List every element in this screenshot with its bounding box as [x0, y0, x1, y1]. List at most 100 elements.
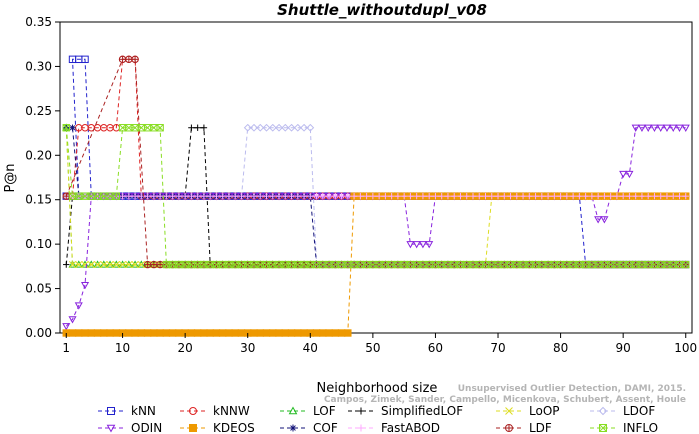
point-fastabod	[163, 192, 170, 200]
x-tick-label: 40	[303, 341, 318, 355]
point-fastabod	[576, 192, 583, 200]
point-fastabod	[188, 192, 195, 200]
point-inflo	[156, 124, 164, 132]
point-loop	[81, 261, 89, 269]
point-fastabod	[375, 192, 383, 200]
point-fastabod	[538, 192, 546, 200]
point-fastabod	[419, 192, 427, 200]
point-inflo	[431, 260, 440, 269]
point-inflo	[481, 260, 490, 269]
legend-marker	[357, 407, 365, 415]
legend-label: LOF	[313, 404, 336, 418]
point-odin	[675, 124, 684, 132]
point-lof	[68, 260, 77, 268]
point-loop	[119, 261, 127, 269]
point-fastabod	[513, 192, 520, 200]
point-odin	[80, 281, 90, 290]
legend-label: LDOF	[623, 404, 655, 418]
point-loop	[87, 261, 95, 269]
point-cof	[69, 124, 76, 131]
point-inflo	[262, 260, 271, 269]
y-axis-label: P@n	[3, 163, 18, 192]
y-tick-label: 0.20	[25, 148, 52, 162]
point-fastabod	[425, 192, 433, 200]
point-fastabod	[663, 192, 671, 200]
series-inflo	[62, 124, 690, 269]
y-tick-label: 0.10	[25, 237, 52, 251]
point-kdeos	[331, 329, 340, 337]
legend-marker	[107, 407, 115, 415]
point-fastabod	[213, 192, 220, 200]
point-fastabod	[482, 192, 489, 200]
point-odin	[681, 124, 690, 132]
point-fastabod	[613, 192, 621, 200]
legend-item-ldof: LDOF	[590, 404, 655, 418]
series-line-knn	[66, 58, 686, 266]
point-inflo	[682, 260, 690, 269]
point-fastabod	[269, 192, 276, 200]
point-odin	[662, 124, 672, 132]
point-kdeos	[337, 329, 346, 337]
point-fastabod	[601, 192, 608, 200]
point-kdeos	[294, 329, 302, 337]
point-kdeos	[250, 329, 258, 337]
point-odin	[594, 216, 603, 224]
legend-label: kNNW	[213, 404, 250, 418]
point-inflo	[112, 192, 121, 200]
point-odin	[619, 170, 628, 179]
chart-title: Shuttle_withoutdupl_v08	[277, 1, 487, 19]
point-fastabod	[607, 192, 614, 200]
x-tick-label: 30	[240, 341, 255, 355]
y-tick-label: 0.15	[25, 193, 52, 207]
legend-marker	[189, 407, 197, 415]
point-fastabod	[232, 192, 239, 200]
point-kdeos	[300, 329, 308, 337]
point-odin	[412, 241, 421, 249]
legend-item-simplifiedlof: SimplifiedLOF	[348, 404, 463, 418]
point-fastabod	[382, 192, 389, 200]
point-inflo	[62, 124, 70, 132]
point-kdeos	[262, 329, 271, 337]
point-fastabod	[676, 192, 683, 200]
point-fastabod	[463, 192, 470, 200]
point-ldf	[156, 260, 164, 269]
point-ldof	[268, 123, 277, 132]
point-ldof	[293, 123, 302, 132]
point-kdeos	[200, 329, 208, 337]
y-tick-label: 0.35	[25, 15, 52, 29]
point-kdeos	[156, 329, 164, 337]
point-inflo	[150, 124, 158, 132]
point-fastabod	[363, 192, 370, 200]
point-kdeos	[237, 329, 246, 337]
point-fastabod	[494, 192, 502, 200]
point-kdeos	[344, 329, 352, 337]
point-fastabod	[225, 192, 233, 200]
x-tick-label: 90	[616, 341, 631, 355]
point-kdeos	[218, 329, 227, 337]
point-kdeos	[93, 329, 102, 337]
point-kdeos	[87, 329, 95, 337]
point-fastabod	[526, 192, 533, 200]
point-ldf	[125, 55, 133, 64]
legend-item-fastabod: FastABOD	[348, 421, 440, 434]
point-odin	[425, 241, 434, 249]
legend-item-inflo: INFLO	[590, 421, 658, 434]
point-loop	[75, 261, 83, 269]
legend-marker	[288, 406, 298, 415]
point-fastabod	[519, 192, 527, 200]
point-inflo	[294, 260, 302, 269]
point-fastabod	[181, 192, 189, 200]
point-kdeos	[81, 329, 89, 337]
point-kdeos	[68, 329, 77, 337]
point-simplifiedlof	[63, 261, 70, 268]
point-inflo	[613, 260, 621, 269]
point-ldof	[256, 123, 265, 132]
point-ldof	[262, 123, 271, 132]
point-kdeos	[231, 329, 239, 337]
y-tick-label: 0.30	[25, 59, 52, 73]
legend-item-knn: kNN	[98, 404, 156, 418]
point-fastabod	[638, 192, 646, 200]
legend-marker	[505, 424, 513, 432]
point-loop	[125, 261, 133, 269]
